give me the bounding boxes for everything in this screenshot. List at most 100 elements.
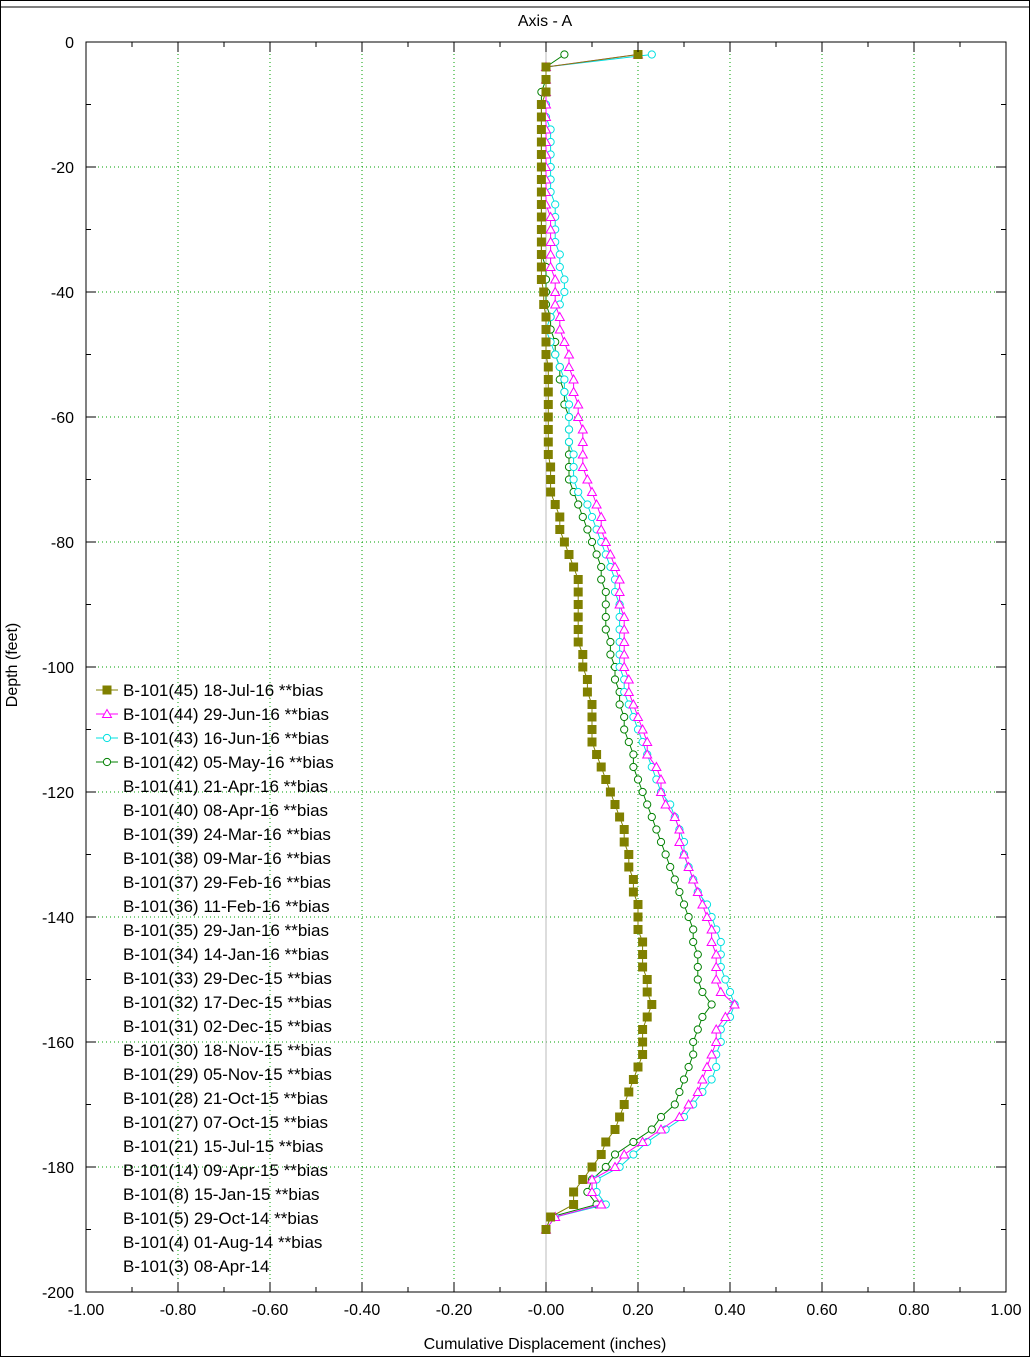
data-point	[569, 1187, 579, 1197]
data-point	[647, 1125, 656, 1134]
legend-label: B-101(29) 05-Nov-15 **bias	[123, 1065, 332, 1084]
y-tick-label: -20	[51, 160, 74, 177]
legend-item: B-101(40) 08-Apr-16 **bias	[123, 801, 328, 820]
data-point	[551, 200, 560, 209]
data-point	[638, 787, 647, 797]
data-point	[628, 698, 639, 709]
data-point	[629, 1137, 638, 1147]
data-point	[541, 75, 551, 84]
data-point	[541, 350, 551, 359]
y-tick-label: -160	[42, 1035, 74, 1052]
data-point	[573, 587, 583, 597]
data-point	[684, 1062, 693, 1072]
data-point	[541, 87, 551, 97]
data-point	[574, 487, 583, 497]
data-point	[689, 925, 698, 934]
x-tick-label: -0.80	[160, 1302, 197, 1319]
data-point	[546, 487, 556, 497]
data-point	[549, 273, 561, 284]
legend-item: B-101(32) 17-Dec-15 **bias	[123, 993, 332, 1012]
legend-item: B-101(14) 09-Apr-15 **bias	[123, 1161, 328, 1180]
data-point	[642, 1012, 652, 1022]
data-point	[689, 1037, 698, 1047]
legend-item: B-101(31) 02-Dec-15 **bias	[123, 1017, 332, 1036]
data-point	[647, 1000, 657, 1009]
data-point	[543, 450, 553, 459]
data-point	[629, 1150, 638, 1159]
data-point	[546, 462, 556, 472]
data-point	[543, 375, 553, 384]
data-point	[684, 912, 693, 922]
data-point	[693, 1025, 702, 1034]
data-point	[578, 1175, 588, 1184]
legend-label: B-101(44) 29-Jun-16 **bias	[123, 705, 329, 724]
data-point	[587, 737, 597, 747]
legend-item: B-101(43) 16-Jun-16 **bias	[96, 729, 329, 748]
data-point	[614, 598, 625, 609]
data-point	[655, 773, 667, 784]
data-point	[555, 512, 565, 522]
data-point	[712, 1062, 721, 1072]
data-point	[595, 511, 607, 521]
data-point	[721, 975, 730, 984]
data-point	[633, 925, 643, 934]
y-tick-label: -180	[42, 1160, 74, 1177]
data-point	[539, 300, 549, 309]
x-tick-label: 1.00	[990, 1302, 1021, 1319]
chart-title: Axis - A	[518, 13, 573, 30]
data-point	[601, 587, 610, 597]
data-point	[569, 475, 578, 484]
data-point	[536, 187, 546, 197]
data-point	[536, 112, 546, 122]
data-point	[647, 812, 656, 822]
data-point	[701, 1061, 713, 1071]
data-point	[623, 686, 635, 696]
data-point	[601, 612, 610, 622]
data-point	[545, 248, 556, 259]
data-point	[601, 1162, 610, 1172]
y-tick-label: -40	[51, 285, 74, 302]
data-point	[596, 762, 606, 772]
data-point	[546, 1212, 556, 1222]
x-tick-label: -0.40	[344, 1302, 381, 1319]
data-point	[577, 461, 589, 471]
legend-item: B-101(4) 01-Aug-14 **bias	[123, 1233, 322, 1252]
data-point	[652, 825, 661, 834]
data-point	[536, 275, 546, 284]
legend-label: B-101(21) 15-Jul-15 **bias	[123, 1137, 323, 1156]
data-point	[610, 1125, 620, 1134]
data-point	[618, 1148, 630, 1159]
legend-label: B-101(4) 01-Aug-14 **bias	[123, 1233, 322, 1252]
data-point	[543, 387, 553, 397]
legend-item: B-101(5) 29-Oct-14 **bias	[123, 1209, 319, 1228]
data-point	[555, 525, 565, 534]
legend-swatch-marker	[101, 708, 113, 718]
x-tick-label: -0.20	[436, 1302, 473, 1319]
data-point	[637, 723, 648, 734]
data-point	[592, 550, 601, 559]
data-point	[674, 823, 685, 834]
data-point	[609, 561, 621, 571]
data-point	[641, 736, 653, 746]
data-point	[706, 1048, 717, 1059]
legend-label: B-101(32) 17-Dec-15 **bias	[123, 993, 332, 1012]
axes	[85, 41, 1007, 1293]
data-point	[715, 986, 727, 996]
data-point	[623, 673, 635, 684]
legend-item: B-101(44) 29-Jun-16 **bias	[96, 705, 329, 724]
y-tick-label: 0	[65, 35, 74, 52]
data-point	[597, 562, 606, 572]
data-point	[633, 775, 643, 784]
legend-label: B-101(42) 05-May-16 **bias	[123, 753, 334, 772]
data-point	[582, 473, 593, 484]
legend-item: B-101(39) 24-Mar-16 **bias	[123, 825, 331, 844]
legend-item: B-101(38) 09-Mar-16 **bias	[123, 849, 331, 868]
data-point	[610, 1150, 620, 1159]
data-point	[619, 825, 629, 834]
data-point	[536, 200, 546, 209]
data-point	[679, 1075, 689, 1084]
data-point	[577, 436, 589, 446]
legend-item: B-101(35) 29-Jan-16 **bias	[123, 921, 329, 940]
data-point	[569, 462, 578, 472]
